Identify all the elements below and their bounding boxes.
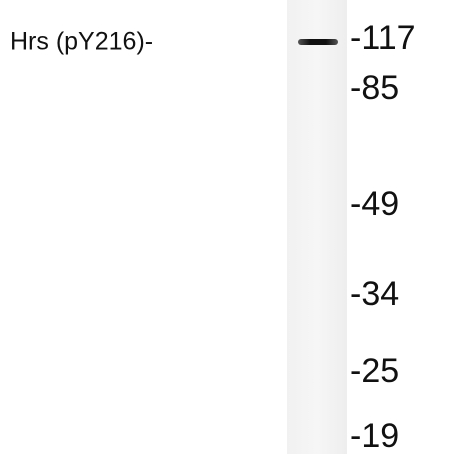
marker-label: -117 [350,19,416,57]
lane [287,0,347,454]
marker-label: -25 [350,352,399,390]
band [298,39,338,45]
western-blot: Hrs (pY216)- -117 -85 -49 -34 -25 -19 [0,0,470,454]
marker-label: -34 [350,275,399,313]
marker-label: -19 [350,417,399,454]
band-label: Hrs (pY216)- [10,28,153,56]
marker-label: -85 [350,69,399,107]
marker-label: -49 [350,185,399,223]
